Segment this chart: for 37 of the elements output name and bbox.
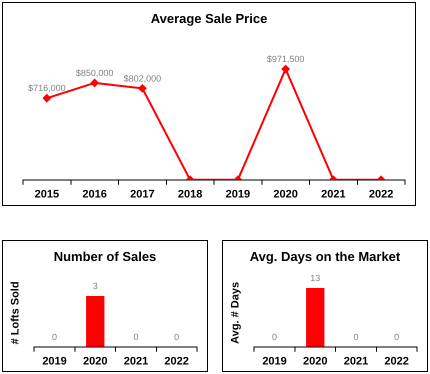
x-tick-label: 2022 [368, 188, 394, 200]
data-label: 0 [52, 332, 58, 342]
x-tick-label: 2020 [83, 355, 108, 368]
x-tick-label: 2022 [164, 355, 189, 368]
data-label: $802,000 [124, 73, 162, 84]
chart-title: Number of Sales [52, 249, 158, 264]
x-tick-label: 2022 [384, 355, 409, 368]
data-label: 0 [394, 332, 400, 342]
x-tick-label: 2018 [178, 188, 202, 200]
x-tick-label: 2021 [321, 188, 346, 200]
y-axis-title: Avg. # Days [230, 282, 242, 344]
data-label: 0 [353, 332, 358, 342]
data-label: 3 [92, 280, 98, 291]
x-tick-label: 2020 [303, 355, 328, 368]
y-axis-title: # Lofts Sold [10, 281, 22, 344]
x-tick-label: 2021 [344, 355, 368, 368]
x-tick-label: 2016 [82, 188, 107, 200]
point [42, 94, 51, 102]
point [138, 84, 146, 92]
x-tick-label: 2017 [130, 188, 155, 200]
chart-title: Average Sale Price [150, 11, 268, 26]
point [90, 78, 99, 87]
x-tick-label: 2019 [262, 355, 287, 368]
data-label: 0 [133, 332, 138, 342]
x-tick-label: 2019 [226, 188, 250, 200]
x-tick-label: 2019 [42, 355, 67, 368]
data-label: 0 [174, 332, 180, 342]
x-tick-label: 2020 [273, 188, 298, 200]
x-tick-label: 2015 [34, 188, 60, 200]
data-label: 13 [310, 273, 320, 284]
data-label: $971,500 [266, 54, 304, 64]
data-label: $716,000 [28, 83, 66, 94]
data-label: 0 [272, 332, 278, 342]
x-tick-label: 2021 [124, 355, 148, 368]
data-label: $850,000 [76, 68, 114, 78]
point [282, 65, 290, 74]
chart-title: Avg. Days on the Market [248, 249, 402, 264]
